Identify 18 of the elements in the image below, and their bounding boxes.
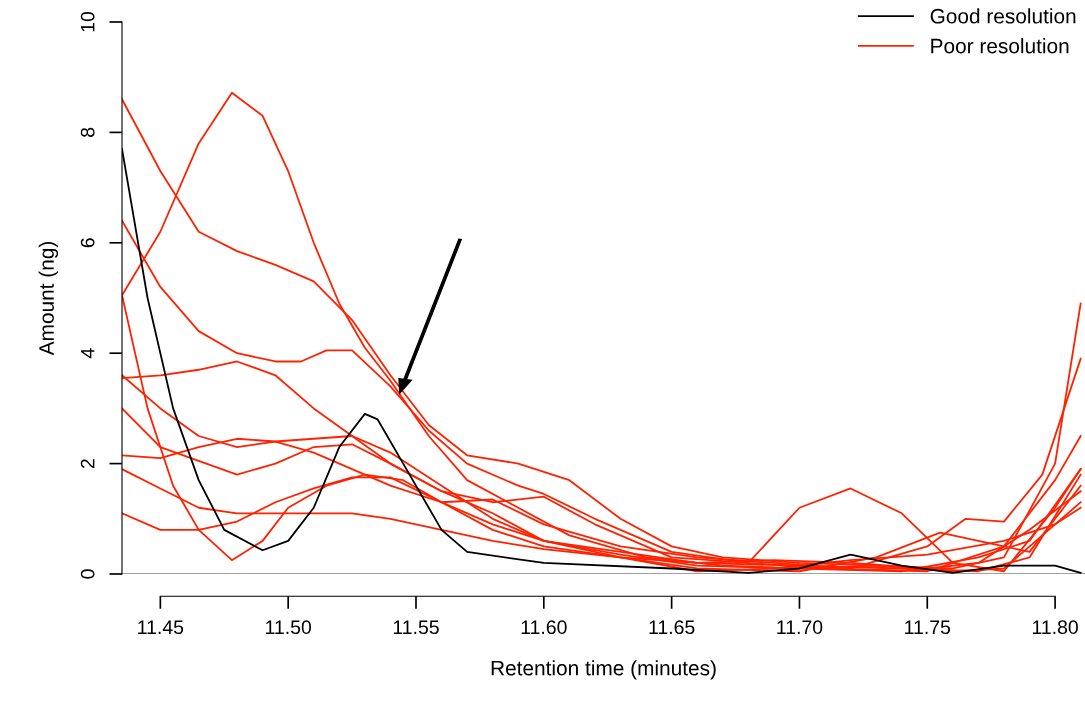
y-tick-label: 8 xyxy=(80,127,95,137)
x-tick-label: 11.55 xyxy=(393,620,439,635)
x-tick-label: 11.50 xyxy=(266,620,312,635)
x-tick-label: 11.65 xyxy=(649,620,695,635)
x-tick-label: 11.45 xyxy=(138,620,184,635)
y-tick-label: 10 xyxy=(80,11,95,32)
legend-label: Poor resolution xyxy=(931,38,1069,54)
x-tick-label: 11.75 xyxy=(905,620,951,635)
x-tick-label: 11.80 xyxy=(1032,620,1078,635)
y-tick-label: 2 xyxy=(80,459,95,469)
y-axis-title: Amount (ng) xyxy=(38,241,59,356)
y-tick-label: 4 xyxy=(80,348,95,359)
y-tick-label: 6 xyxy=(80,238,95,248)
y-tick-label: 0 xyxy=(80,569,95,579)
x-tick-label: 11.60 xyxy=(521,620,567,635)
x-tick-label: 11.70 xyxy=(777,620,823,635)
legend-label: Good resolution xyxy=(930,8,1076,24)
x-axis-title: Retention time (minutes) xyxy=(491,660,716,680)
